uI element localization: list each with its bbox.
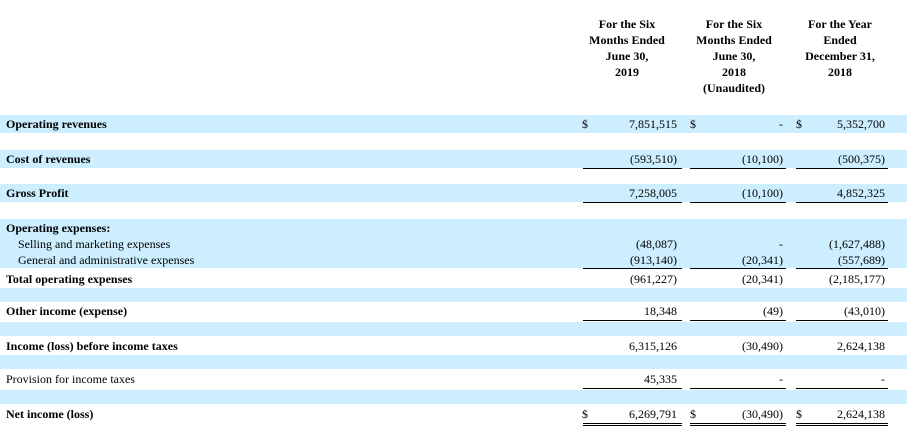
section-heading: Operating expenses:: [6, 221, 111, 235]
currency-symbol: $: [582, 117, 588, 131]
row-label: Provision for income taxes: [6, 372, 135, 386]
subtotal-rule: [583, 168, 682, 169]
value-col1: 7,258,005: [629, 186, 677, 200]
subtotal-rule: [796, 168, 888, 169]
value-col2: (49): [763, 304, 783, 318]
value-col2: (20,341): [742, 272, 783, 286]
spacer-band: [0, 288, 907, 302]
row-label: Total operating expenses: [6, 272, 133, 286]
header-line: Ended: [823, 33, 857, 47]
value-col1: (961,227): [630, 272, 677, 286]
row-label: Net income (loss): [6, 407, 94, 421]
row-provision-income-taxes: Provision for income taxes 45,335 - -: [0, 370, 907, 388]
header-line: December 31,: [805, 49, 875, 63]
header-line: 2018: [828, 65, 852, 79]
column-header-six-months-2019: For the Six Months Ended June 30, 2019: [577, 16, 677, 80]
currency-symbol: $: [582, 407, 588, 421]
spacer-band: [0, 390, 907, 404]
header-line: June 30,: [605, 49, 649, 63]
currency-symbol: $: [796, 117, 802, 131]
value-col3: -: [881, 372, 885, 386]
subtotal-rule: [583, 202, 682, 203]
value-col3: 2,624,138: [837, 339, 885, 353]
value-col1: 7,851,515: [629, 117, 677, 131]
column-header-year-2018: For the Year Ended December 31, 2018: [790, 16, 890, 80]
row-label-selling-marketing: Selling and marketing expenses: [18, 237, 171, 251]
header-line: For the Year: [808, 17, 872, 31]
header-line: June 30,: [712, 49, 756, 63]
section-operating-expenses: Operating expenses: Selling and marketin…: [0, 219, 907, 268]
value-col1: 6,269,791: [629, 407, 677, 421]
value-col2: (10,100): [742, 186, 783, 200]
header-line: For the Six: [598, 17, 656, 31]
column-header-six-months-2018: For the Six Months Ended June 30, 2018 (…: [684, 16, 784, 96]
total-double-rule: [583, 423, 682, 426]
value-col1: (48,087): [636, 237, 677, 251]
value-col1: (593,510): [630, 152, 677, 166]
value-col3: (1,627,488): [829, 237, 885, 251]
subtotal-rule: [583, 388, 682, 389]
spacer-band: [0, 355, 907, 369]
value-col3: 2,624,138: [837, 407, 885, 421]
row-operating-revenues: Operating revenues $ 7,851,515 $ - $ 5,3…: [0, 115, 907, 133]
subtotal-rule: [690, 388, 786, 389]
value-col1: 45,335: [644, 372, 677, 386]
value-col1: 18,348: [644, 304, 677, 318]
header-line: 2019: [615, 65, 639, 79]
row-total-operating-expenses: Total operating expenses (961,227) (20,3…: [0, 270, 907, 288]
currency-symbol: $: [690, 117, 696, 131]
subtotal-rule: [796, 320, 888, 321]
subtotal-rule: [583, 320, 682, 321]
header-line: 2018: [722, 65, 746, 79]
row-label: Gross Profit: [6, 186, 69, 200]
value-col3: (557,689): [838, 253, 885, 267]
value-col2: -: [779, 237, 783, 251]
row-label: Other income (expense): [6, 304, 128, 318]
header-line: For the Six: [705, 17, 763, 31]
value-col3: 4,852,325: [837, 186, 885, 200]
subtotal-rule: [690, 320, 786, 321]
total-double-rule: [796, 423, 888, 426]
subtotal-rule: [690, 168, 786, 169]
currency-symbol: $: [690, 407, 696, 421]
row-label: Cost of revenues: [6, 152, 91, 166]
value-col2: (10,100): [742, 152, 783, 166]
value-col2: -: [779, 372, 783, 386]
row-net-income: Net income (loss) $ 6,269,791 $ (30,490)…: [0, 405, 907, 423]
subtotal-rule: [796, 202, 888, 203]
value-col2: (30,490): [742, 407, 783, 421]
header-line: Months Ended: [696, 33, 772, 47]
value-col2: (30,490): [742, 339, 783, 353]
subtotal-rule: [583, 268, 682, 269]
header-line: Months Ended: [589, 33, 665, 47]
total-double-rule: [690, 423, 786, 426]
spacer-band: [0, 322, 907, 336]
value-col2: -: [779, 117, 783, 131]
value-col3: (43,010): [844, 304, 885, 318]
subtotal-rule: [796, 388, 888, 389]
value-col2: (20,341): [742, 253, 783, 267]
subtotal-rule: [796, 268, 888, 269]
value-col3: (500,375): [838, 152, 885, 166]
value-col3: 5,352,700: [837, 117, 885, 131]
subtotal-rule: [690, 202, 786, 203]
value-col1: 6,315,126: [629, 339, 677, 353]
row-cost-of-revenues: Cost of revenues (593,510) (10,100) (500…: [0, 150, 907, 168]
row-label: Income (loss) before income taxes: [6, 339, 178, 353]
row-gross-profit: Gross Profit 7,258,005 (10,100) 4,852,32…: [0, 184, 907, 202]
row-income-before-taxes: Income (loss) before income taxes 6,315,…: [0, 337, 907, 355]
subtotal-rule: [690, 268, 786, 269]
value-col1: (913,140): [630, 253, 677, 267]
row-other-income: Other income (expense) 18,348 (49) (43,0…: [0, 302, 907, 320]
header-unaudited: (Unaudited): [702, 81, 765, 95]
value-col3: (2,185,177): [829, 272, 885, 286]
row-label-general-admin: General and administrative expenses: [18, 253, 195, 267]
row-label: Operating revenues: [6, 117, 107, 131]
currency-symbol: $: [796, 407, 802, 421]
